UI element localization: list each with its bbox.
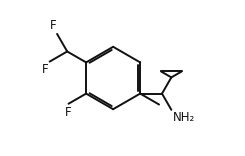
Text: F: F — [42, 63, 49, 76]
Text: NH₂: NH₂ — [173, 111, 195, 124]
Text: F: F — [50, 19, 56, 32]
Text: F: F — [65, 106, 72, 119]
